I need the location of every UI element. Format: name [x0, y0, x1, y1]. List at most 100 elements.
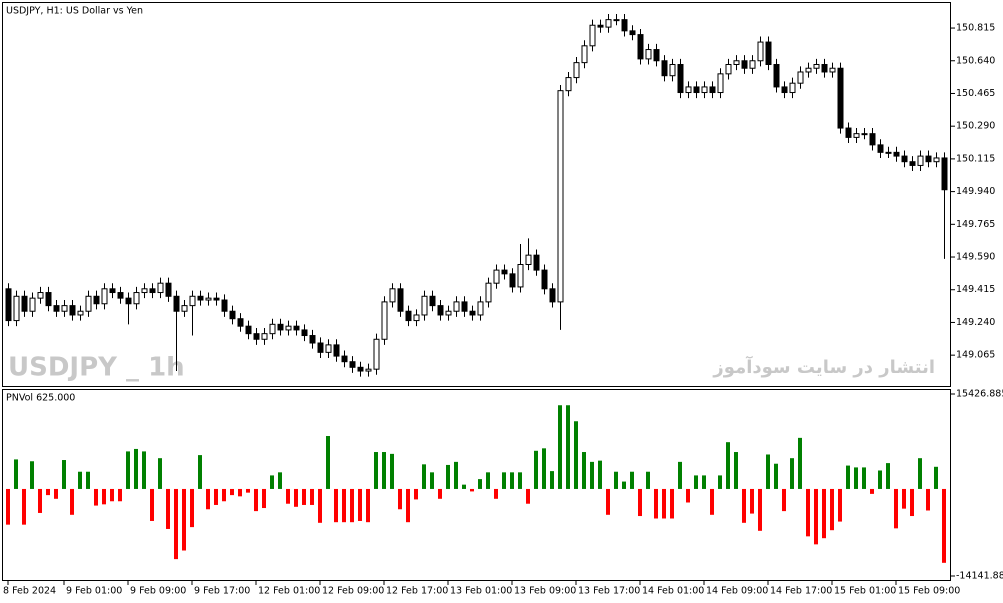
volume-bar — [710, 488, 714, 515]
volume-bar — [894, 488, 898, 529]
volume-bar — [142, 451, 146, 489]
volume-bar — [830, 488, 834, 531]
x-tick-label: 13 Feb 01:00 — [450, 586, 512, 597]
volume-bar — [126, 451, 130, 489]
candle-body — [301, 329, 308, 337]
candle-body — [29, 297, 36, 312]
y-tick-label: 150.465 — [956, 88, 995, 99]
volume-bar — [486, 472, 490, 489]
y-tick-label: 149.415 — [956, 284, 995, 295]
volume-bar — [582, 452, 586, 489]
candle-body — [37, 292, 44, 299]
volume-bar — [670, 488, 674, 519]
candle-body — [789, 82, 796, 94]
volume-bar — [230, 488, 234, 496]
candle-body — [845, 127, 852, 138]
candle-body — [221, 299, 228, 312]
volume-bar — [134, 448, 138, 489]
volume-bar — [870, 488, 874, 494]
candle-body — [925, 155, 932, 163]
volume-bar — [494, 488, 498, 499]
volume-bar — [174, 488, 178, 560]
volume-bar — [214, 488, 218, 505]
volume-bar — [646, 471, 650, 489]
volume-bar — [822, 488, 826, 539]
candle-body — [317, 342, 324, 353]
candle-body — [485, 282, 492, 303]
volume-bar — [838, 488, 842, 522]
volume-bar — [342, 488, 346, 523]
candle-body — [141, 288, 148, 294]
volume-bar — [574, 421, 578, 489]
candle-body — [813, 63, 820, 69]
candle-body — [621, 19, 628, 32]
candle-body — [245, 325, 252, 335]
volume-bar — [550, 471, 554, 489]
volume-bar — [54, 488, 58, 499]
volume-bar — [798, 437, 802, 489]
candle-body — [829, 67, 836, 73]
candle-body — [613, 19, 620, 22]
volume-bar — [462, 484, 466, 489]
candle-body — [365, 368, 372, 372]
y-tick-label: 150.640 — [956, 55, 995, 66]
volume-bar — [534, 450, 538, 489]
volume-bar — [854, 467, 858, 489]
candle-body — [85, 295, 92, 312]
volume-bar — [598, 460, 602, 489]
volume-bar — [558, 405, 562, 489]
candle-body — [53, 305, 60, 312]
volume-bar — [478, 479, 482, 489]
candle-body — [893, 151, 900, 157]
chart-title: USDJPY, H1: US Dollar vs Yen — [6, 6, 143, 17]
volume-bar — [246, 488, 250, 493]
candle-body — [717, 73, 724, 94]
x-tick-label: 9 Feb 17:00 — [194, 586, 250, 597]
candle-body — [117, 292, 124, 299]
candle-body — [669, 63, 676, 77]
volume-bar — [294, 488, 298, 507]
volume-bar — [150, 488, 154, 521]
volume-bar — [622, 481, 626, 489]
x-tick-label: 9 Feb 01:00 — [66, 586, 122, 597]
candle-body — [821, 63, 828, 73]
volume-bar — [694, 475, 698, 489]
candle-body — [565, 77, 572, 92]
candle-body — [797, 71, 804, 84]
volume-bar — [78, 471, 82, 489]
candle-body — [181, 305, 188, 312]
y-tick-label: 149.590 — [956, 252, 995, 263]
candle-body — [549, 288, 556, 303]
volume-bar — [62, 460, 66, 489]
volume-bar — [326, 436, 330, 489]
candle-body — [101, 288, 108, 305]
x-tick-label: 15 Feb 09:00 — [898, 586, 960, 597]
candle-body — [5, 288, 12, 322]
x-tick-label: 14 Feb 17:00 — [770, 586, 832, 597]
volume-bar — [398, 488, 402, 510]
volume-bar — [766, 454, 770, 489]
volume-bar — [278, 472, 282, 489]
candle-body — [453, 301, 460, 312]
volume-bar — [590, 461, 594, 489]
candle-body — [437, 305, 444, 316]
volume-bar — [262, 488, 266, 509]
y-tick-label: -14141.885 — [956, 571, 1003, 582]
candle-body — [901, 155, 908, 163]
volume-bar — [102, 488, 106, 505]
candle-body — [541, 269, 548, 290]
volume-bar — [758, 488, 762, 531]
candle-body — [685, 86, 692, 94]
volume-bar — [782, 488, 786, 512]
y-tick-label: 149.065 — [956, 350, 995, 361]
volume-bar — [318, 488, 322, 523]
volume-bar — [422, 464, 426, 489]
volume-bar — [750, 488, 754, 514]
volume-bar — [110, 488, 114, 502]
candle-body — [629, 30, 636, 36]
y-tick-label: 150.115 — [956, 153, 995, 164]
candle-body — [21, 295, 28, 312]
candle-body — [149, 288, 156, 294]
volume-bar — [414, 488, 418, 500]
candle-body — [933, 157, 940, 163]
